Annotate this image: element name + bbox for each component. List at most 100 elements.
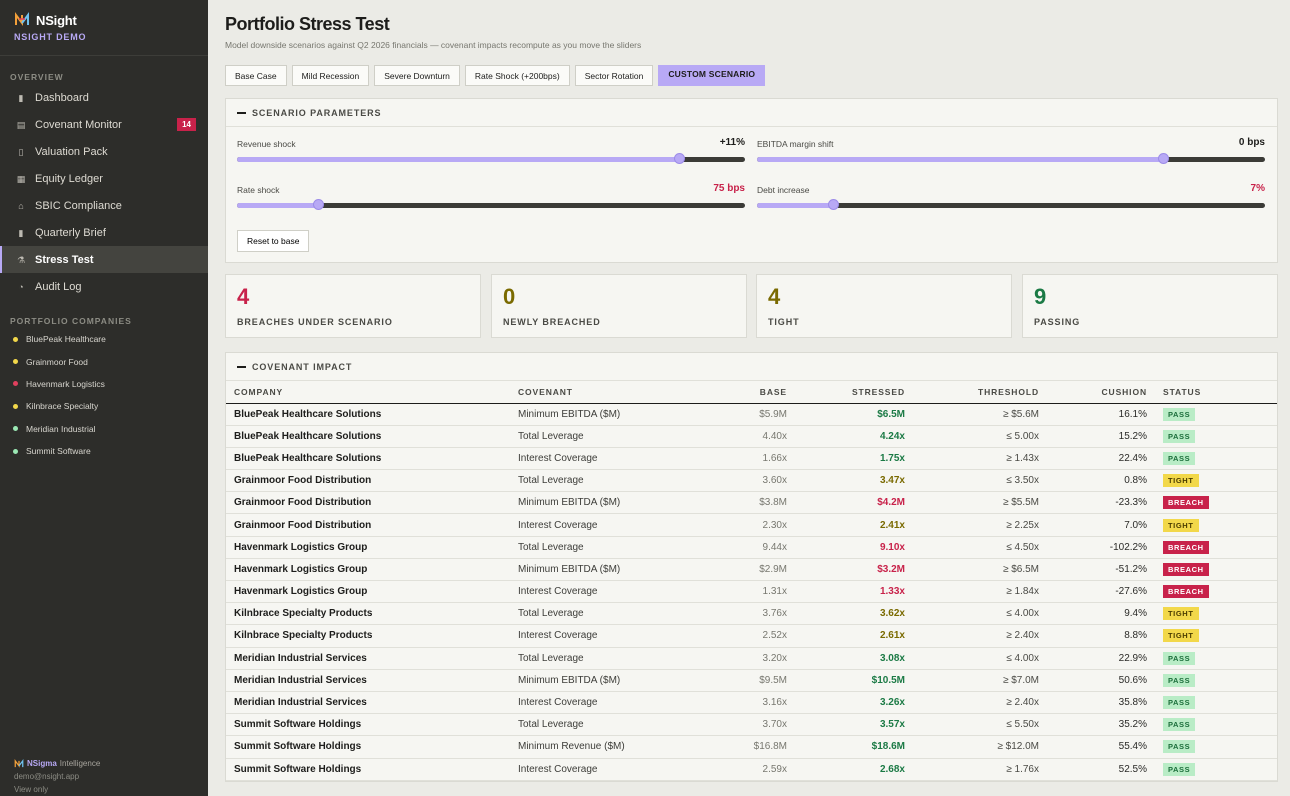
scenario-tab-custom-scenario[interactable]: CUSTOM SCENARIO [658,65,766,86]
column-header-threshold[interactable]: THRESHOLD [913,381,1047,404]
stat-label: PASSING [1034,317,1081,327]
covenant-cell: Total Leverage [510,469,710,493]
status-cell: PASS [1155,403,1277,426]
cushion-cell: 22.9% [1047,647,1155,670]
scenario-tab-mild-recession[interactable]: Mild Recession [291,65,370,86]
table-row[interactable]: Meridian Industrial Services Minimum EBIT… [226,669,1277,692]
footer-brand-rest: Intelligence [59,759,101,768]
covenant-cell: Interest Coverage [510,691,710,715]
company-item-grainmoor-food[interactable]: Grainmoor Food [0,350,208,372]
company-cell: Meridian Industrial Services [226,669,510,692]
table-row[interactable]: Havenmark Logistics Group Minimum EBITDA … [226,558,1277,582]
company-item-summit-software[interactable]: Summit Software [0,440,208,462]
company-item-bluepeak-healthcare[interactable]: BluePeak Healthcare [0,328,208,350]
table-row[interactable]: Grainmoor Food Distribution Minimum EBITD… [226,491,1277,515]
stat-value: 9 [1034,284,1047,309]
table-row[interactable]: Meridian Industrial Services Total Levera… [226,647,1277,670]
slider-handle[interactable] [673,153,685,164]
status-badge: PASS [1163,673,1196,687]
status-cell: PASS [1155,425,1277,448]
covenant-cell: Minimum EBITDA ($M) [510,558,710,582]
status-badge: PASS [1163,762,1196,776]
portfolio-companies-label: PORTFOLIO COMPANIES [10,316,132,326]
table-row[interactable]: Grainmoor Food Distribution Total Leverag… [226,469,1277,493]
column-header-status[interactable]: STATUS [1155,381,1277,404]
sidebar-item-audit-log[interactable]: ◔ Audit Log [0,273,208,300]
sidebar-item-sbic-compliance[interactable]: ⌂ SBIC Compliance [0,192,208,219]
table-row[interactable]: BluePeak Healthcare Solutions Total Lever… [226,425,1277,448]
covenant-cell: Minimum Revenue ($M) [510,735,710,759]
status-dot-icon [13,336,18,342]
stressed-cell: 2.61x [795,624,913,648]
collapse-icon[interactable] [237,111,246,114]
slider-fill [757,203,834,208]
scenario-tab-sector-rotation[interactable]: Sector Rotation [574,65,654,86]
covenant-cell: Minimum EBITDA ($M) [510,491,710,515]
cushion-cell: 52.5% [1047,758,1155,781]
table-row[interactable]: Summit Software Holdings Minimum Revenue … [226,735,1277,759]
sidebar-item-label: SBIC Compliance [35,199,122,212]
cushion-cell: 9.4% [1047,602,1155,626]
table-row[interactable]: Kilnbrace Specialty Products Total Levera… [226,602,1277,626]
slider-handle[interactable] [828,199,840,210]
user-email: demo@nsight.app [14,772,80,781]
sidebar-item-valuation-pack[interactable]: ▯ Valuation Pack [0,138,208,165]
table-row[interactable]: Summit Software Holdings Total Leverage 3.… [226,713,1277,737]
reset-to-base-button[interactable]: Reset to base [237,230,310,252]
slider-handle[interactable] [1158,153,1170,164]
table-row[interactable]: Kilnbrace Specialty Products Interest Cov… [226,624,1277,648]
sidebar-item-label: Stress Test [35,253,94,266]
stressed-cell: 9.10x [795,536,913,559]
status-badge: TIGHT [1163,607,1199,621]
flask-icon: ⚗ [16,254,26,265]
table-row[interactable]: Havenmark Logistics Group Interest Covera… [226,580,1277,604]
covenant-cell: Total Leverage [510,602,710,626]
slider-track[interactable] [757,199,1265,210]
column-header-covenant[interactable]: COVENANT [510,381,710,404]
covenant-impact-header[interactable]: COVENANT IMPACT [226,353,1277,381]
table-row[interactable]: Grainmoor Food Distribution Interest Cove… [226,513,1277,537]
nsight-logo-icon [15,12,29,26]
sidebar-item-quarterly-brief[interactable]: ▮ Quarterly Brief [0,219,208,246]
column-header-cushion[interactable]: CUSHION [1047,381,1155,404]
stressed-cell: $3.2M [795,558,913,582]
table-row[interactable]: Summit Software Holdings Interest Coverag… [226,758,1277,781]
table-row[interactable]: Meridian Industrial Services Interest Cov… [226,691,1277,715]
slider-value: 75 bps [713,183,745,194]
column-header-base[interactable]: BASE [710,381,795,404]
company-item-kilnbrace-specialty[interactable]: Kilnbrace Specialty [0,395,208,417]
base-cell: 3.70x [710,713,795,737]
clock-icon: ◔ [18,281,24,292]
scenario-tab-severe-downturn[interactable]: Severe Downturn [374,65,460,86]
main-content: Portfolio Stress Test Model downside sce… [208,0,1290,796]
scenario-parameters-header[interactable]: SCENARIO PARAMETERS [226,99,1277,127]
company-item-meridian-industrial[interactable]: Meridian Industrial [0,418,208,440]
table-row[interactable]: Havenmark Logistics Group Total Leverage 9… [226,536,1277,559]
threshold-cell: ≤ 4.00x [913,602,1047,626]
sidebar-item-covenant-monitor[interactable]: ▤ Covenant Monitor 14 [0,111,208,138]
slider-track[interactable] [237,153,745,164]
company-label: Havenmark Logistics [26,378,105,389]
column-header-stressed[interactable]: STRESSED [795,381,913,404]
slider-track[interactable] [757,153,1265,164]
collapse-icon[interactable] [237,365,246,368]
slider-handle[interactable] [313,199,325,210]
slider-label: Rate shock [237,185,280,195]
covenant-cell: Total Leverage [510,713,710,737]
column-header-company[interactable]: COMPANY [226,381,510,404]
sidebar-item-dashboard[interactable]: ▮ Dashboard [0,84,208,111]
table-row[interactable]: BluePeak Healthcare Solutions Interest Co… [226,447,1277,471]
status-badge: PASS [1163,407,1196,421]
scenario-tab-rate-shock-200bps[interactable]: Rate Shock (+200bps) [464,65,570,86]
sidebar-item-equity-ledger[interactable]: ▦ Equity Ledger [0,165,208,192]
scenario-tab-base-case[interactable]: Base Case [225,65,287,86]
company-item-havenmark-logistics[interactable]: Havenmark Logistics [0,373,208,395]
cushion-cell: -27.6% [1047,580,1155,604]
sidebar-item-stress-test[interactable]: ⚗ Stress Test [0,246,208,273]
covenant-impact-table: COMPANY COVENANT BASE STRESSED THRESHOLD CUSH… [226,381,1277,781]
company-cell: Havenmark Logistics Group [226,558,510,582]
table-row[interactable]: BluePeak Healthcare Solutions Minimum EBI… [226,403,1277,426]
sidebar-item-label: Covenant Monitor [35,118,122,131]
threshold-cell: ≥ $5.5M [913,491,1047,515]
slider-track[interactable] [237,199,745,210]
